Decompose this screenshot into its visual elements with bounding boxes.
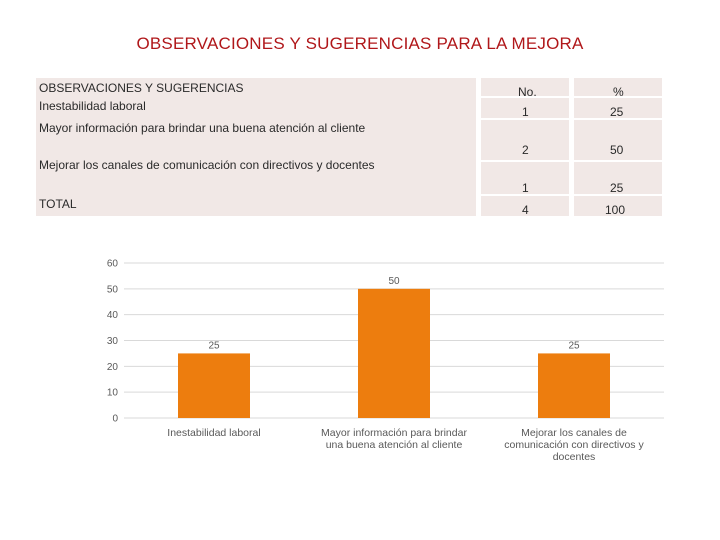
x-tick-label: Inestabilidad laboral <box>167 427 260 439</box>
bar <box>538 353 610 418</box>
data-label: 25 <box>568 340 580 351</box>
row-separator <box>481 118 662 120</box>
bar-chart: 0 10 20 30 40 50 60 25 Inestabilidad laboral 50 Ma… <box>107 259 664 463</box>
y-tick-label: 40 <box>107 310 119 321</box>
y-tick-label: 30 <box>107 336 119 347</box>
data-label: 50 <box>388 276 400 287</box>
row-separator <box>481 160 662 162</box>
x-tick-label: una buena atención al cliente <box>326 439 463 451</box>
row-label: Mejorar los canales de comunicación con … <box>39 158 375 172</box>
row-count: 4 <box>522 203 529 217</box>
x-tick-label: comunicación con directivos y <box>504 439 644 451</box>
column-separator <box>569 78 574 216</box>
bar <box>178 353 250 418</box>
page-title: OBSERVACIONES Y SUGERENCIAS PARA LA MEJO… <box>136 34 584 53</box>
y-tick-label: 0 <box>112 414 118 425</box>
row-percent: 25 <box>610 105 624 119</box>
y-tick-label: 50 <box>107 284 119 295</box>
row-percent: 100 <box>605 203 626 217</box>
results-table: OBSERVACIONES Y SUGERENCIAS No. % Inesta… <box>36 78 662 217</box>
row-count: 1 <box>522 181 529 195</box>
row-label: Mayor información para brindar una buena… <box>39 121 366 135</box>
header-observaciones: OBSERVACIONES Y SUGERENCIAS <box>39 81 244 95</box>
row-count: 1 <box>522 105 529 119</box>
bar <box>358 288 430 418</box>
y-tick-label: 20 <box>107 362 119 373</box>
row-count: 2 <box>522 143 529 157</box>
x-tick-label: docentes <box>553 451 596 463</box>
header-percent: % <box>613 85 624 99</box>
row-separator <box>481 96 662 98</box>
row-separator <box>481 194 662 196</box>
row-label: TOTAL <box>39 197 77 211</box>
y-tick-label: 10 <box>107 388 119 399</box>
row-percent: 50 <box>610 143 624 157</box>
row-label: Inestabilidad laboral <box>39 99 146 113</box>
y-tick-label: 60 <box>107 259 119 270</box>
x-tick-label: Mayor información para brindar <box>321 427 467 439</box>
row-percent: 25 <box>610 181 624 195</box>
column-separator <box>476 78 481 216</box>
data-label: 25 <box>208 340 220 351</box>
x-tick-label: Mejorar los canales de <box>521 427 627 439</box>
header-no: No. <box>518 85 537 99</box>
